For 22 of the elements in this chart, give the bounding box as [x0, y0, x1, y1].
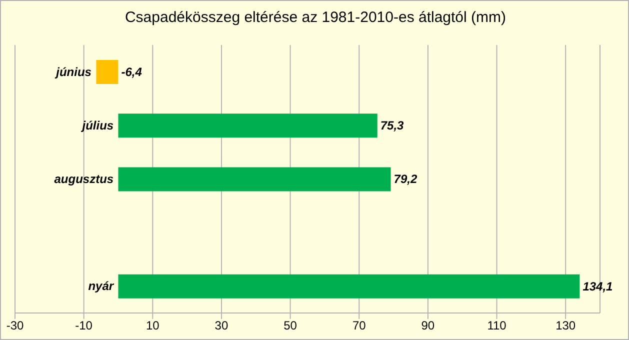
x-tick-label: -30: [6, 318, 24, 333]
y-tick-label: július: [80, 118, 114, 132]
x-tick-label: 50: [284, 318, 298, 333]
y-tick-label: június: [54, 64, 92, 79]
bar: [118, 167, 391, 192]
data-label: 79,2: [394, 172, 418, 186]
data-label: 75,3: [380, 118, 404, 133]
y-tick-label: nyár: [88, 279, 115, 294]
data-label: 134,1: [582, 279, 614, 294]
y-tick-label: augusztus: [54, 172, 114, 186]
x-tick-label: 10: [146, 318, 160, 333]
x-tick-label: 90: [421, 318, 435, 333]
bar: [118, 114, 378, 138]
x-tick-label: -10: [75, 318, 93, 333]
bar: [118, 274, 580, 298]
x-tick-label: 110: [487, 318, 507, 333]
data-label: -6,4: [121, 65, 142, 79]
x-tick-label: 30: [214, 318, 228, 333]
x-tick-label: 130: [556, 318, 576, 333]
x-tick-label: 70: [352, 318, 366, 333]
chart-title: Csapadékösszeg eltérése az 1981-2010-es átlagtól (mm): [124, 9, 508, 26]
bar: [96, 60, 118, 84]
